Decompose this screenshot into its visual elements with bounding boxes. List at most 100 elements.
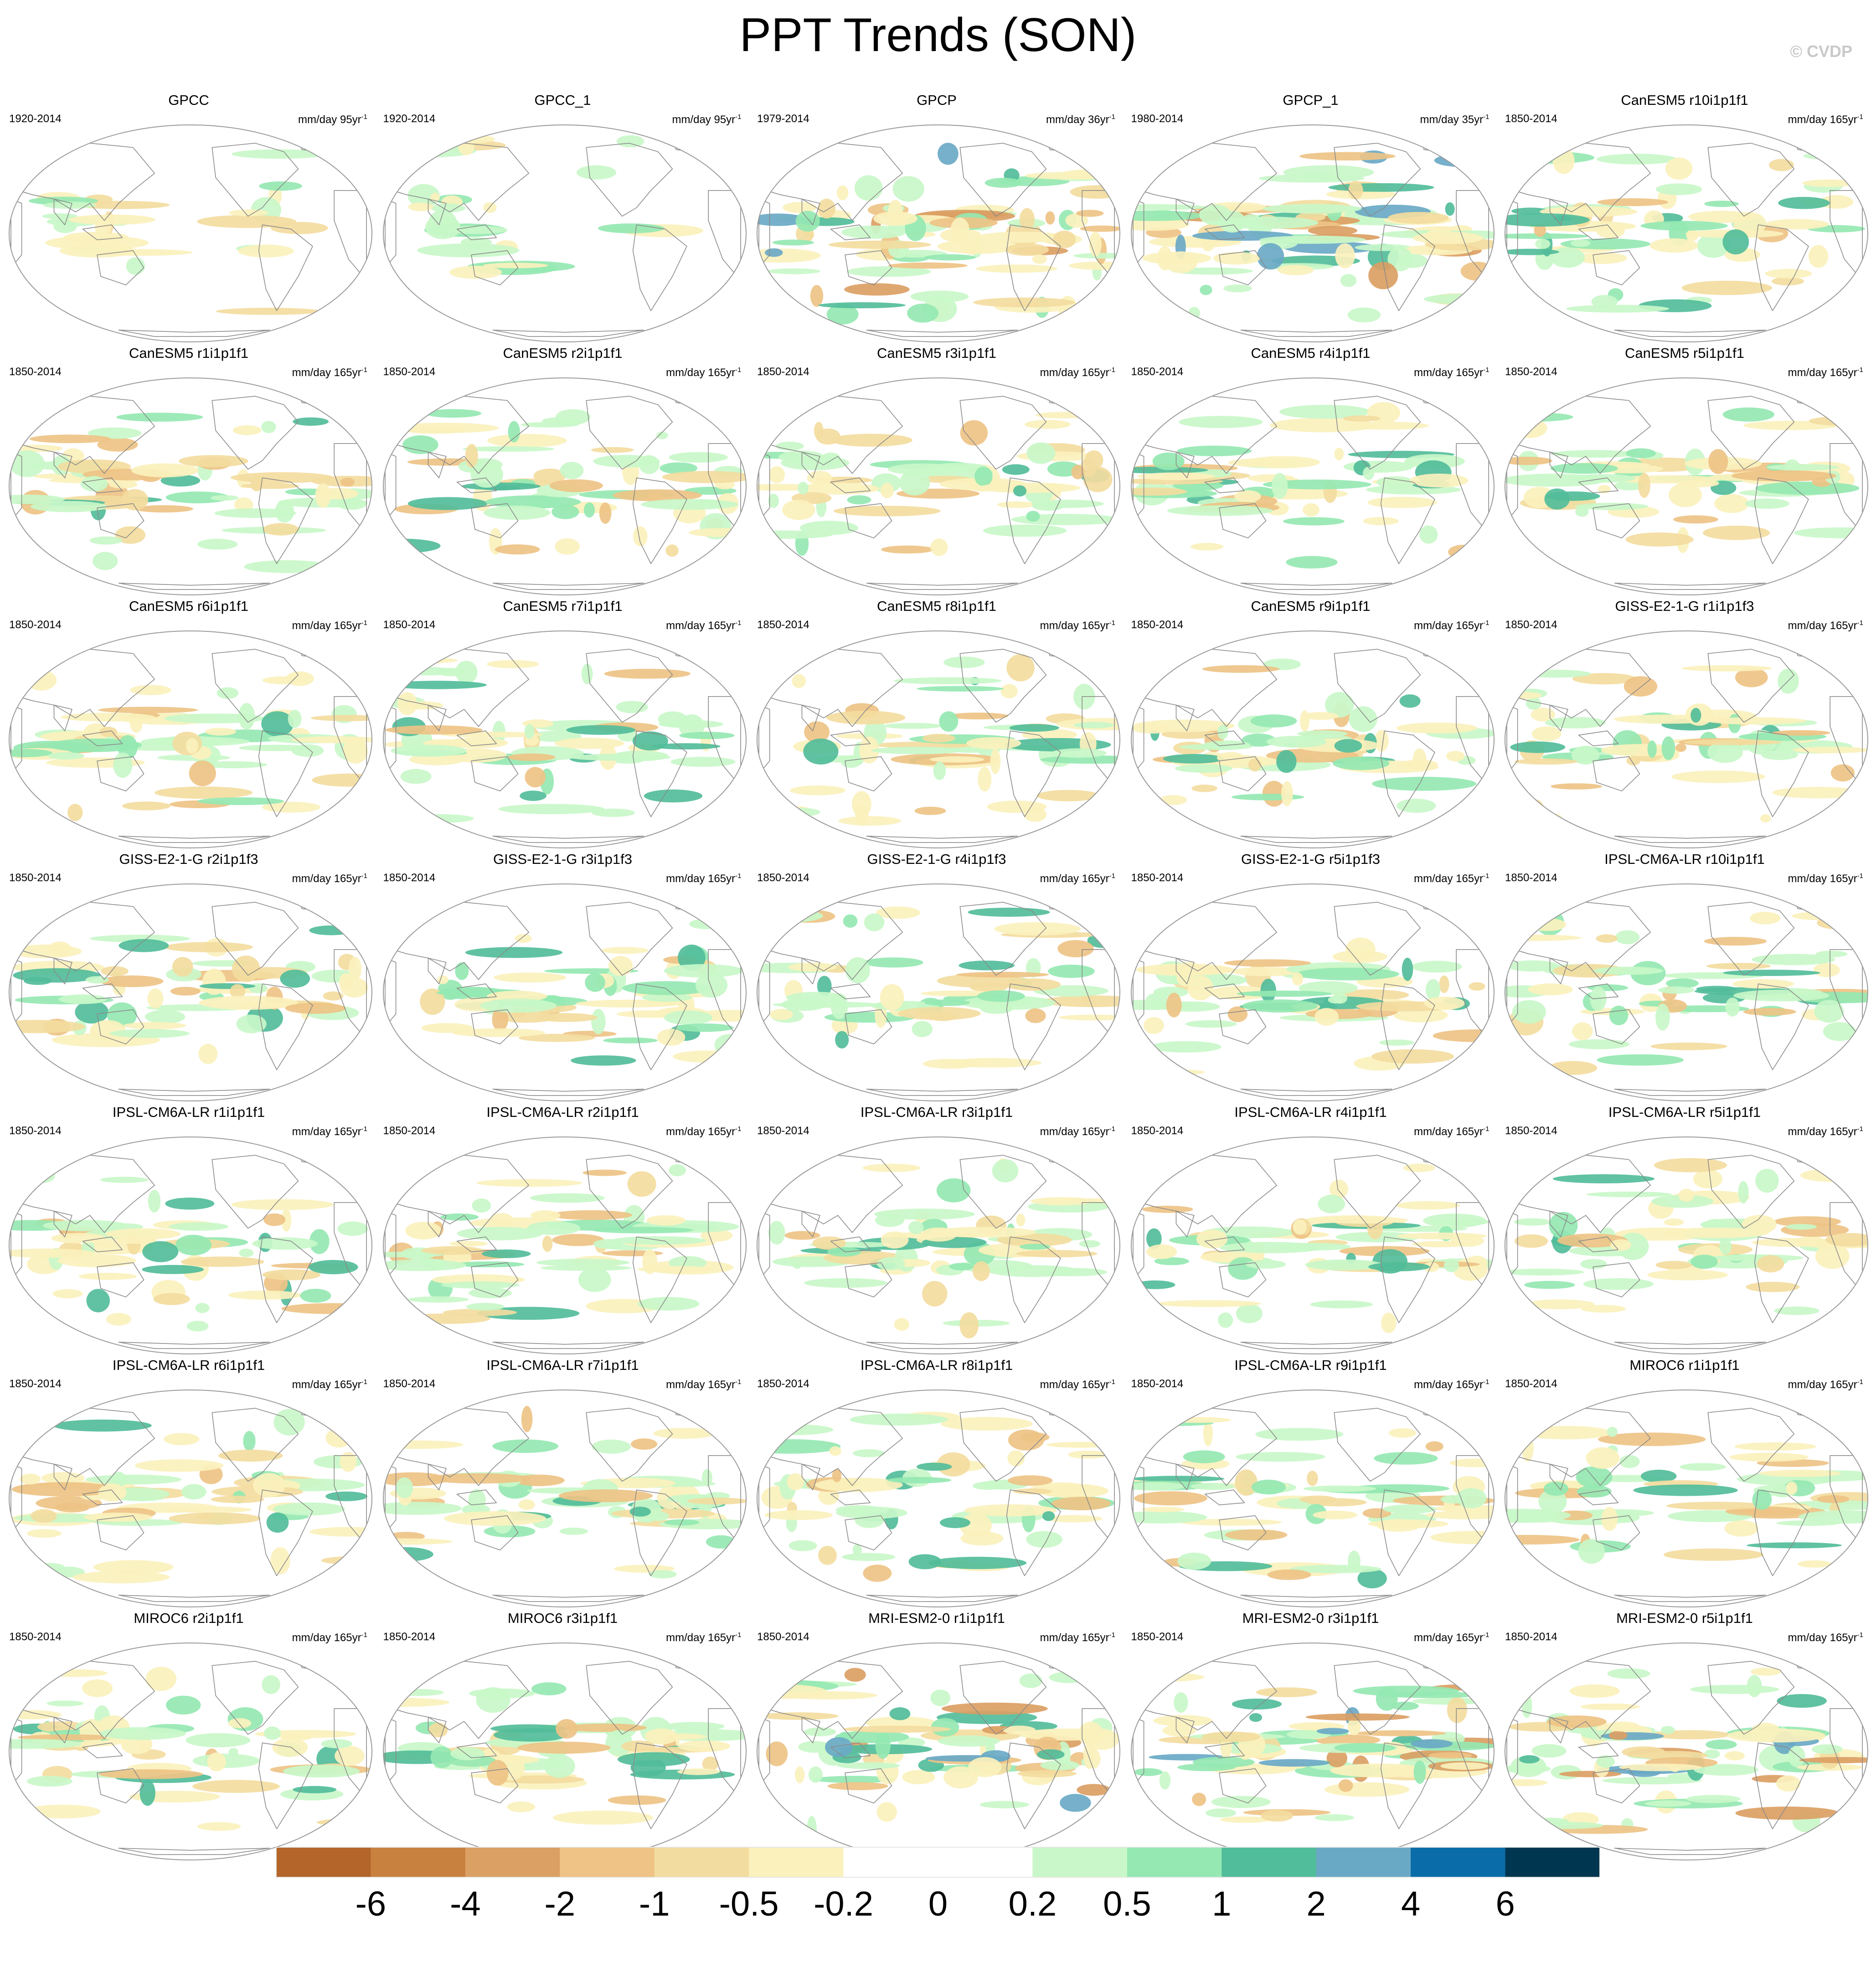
drying-trend-area — [1575, 252, 1627, 264]
wetting-trend-area — [1002, 464, 1030, 475]
coastline — [1549, 1463, 1568, 1490]
drying-trend-area — [1269, 418, 1376, 433]
wetting-trend-area — [804, 1278, 887, 1288]
wetting-trend-area — [109, 1029, 190, 1038]
drying-trend-area — [1664, 1219, 1684, 1226]
drying-trend-area — [186, 738, 198, 754]
wetting-trend-area — [1505, 1508, 1571, 1522]
wetting-trend-area — [1178, 416, 1263, 428]
drying-trend-area — [383, 1440, 463, 1449]
wetting-trend-area — [1249, 1713, 1262, 1722]
wetting-trend-area — [1704, 201, 1739, 207]
trend-field — [383, 1654, 746, 1855]
coastline — [97, 1262, 144, 1297]
wetting-trend-area — [845, 957, 870, 984]
coastline — [1006, 477, 1061, 564]
drying-trend-area — [1830, 764, 1855, 782]
global-map — [1505, 630, 1868, 848]
wetting-trend-area — [637, 1297, 699, 1311]
drying-trend-area — [1256, 1687, 1317, 1697]
wetting-trend-area — [455, 661, 478, 684]
panel-title: IPSL-CM6A-LR r6i1p1f1 — [112, 1357, 265, 1373]
panel-units-exponent: -1 — [735, 113, 742, 121]
drying-trend-area — [1008, 1429, 1044, 1451]
coastline — [866, 583, 1018, 590]
map-panel: MIROC6 r2i1p1f1 1850-2014 mm/day 165yr-1 — [2, 1609, 376, 1862]
panel-units-exponent: -1 — [1483, 1378, 1489, 1386]
map-panel: GISS-E2-1-G r5i1p1f3 1850-2014 mm/day 165y… — [1124, 850, 1498, 1103]
wetting-trend-area — [826, 304, 859, 325]
trend-field — [1505, 1401, 1868, 1602]
coastline — [1614, 1089, 1766, 1096]
global-map — [1505, 124, 1868, 342]
drying-trend-area — [291, 736, 372, 744]
drying-trend-area — [1708, 449, 1728, 474]
drying-trend-area — [941, 1417, 1033, 1431]
wetting-trend-area — [892, 176, 924, 202]
wetting-trend-area — [1655, 1003, 1670, 1031]
coastline — [1593, 1009, 1640, 1044]
panel-title: IPSL-CM6A-LR r7i1p1f1 — [486, 1357, 639, 1373]
coastline — [1506, 704, 1518, 775]
wetting-trend-area — [1535, 238, 1551, 249]
coastline — [758, 451, 770, 522]
panel-units: mm/day 165yr-1 — [1788, 1628, 1863, 1645]
map-border — [9, 124, 372, 342]
coastline — [585, 902, 673, 976]
drying-trend-area — [421, 1246, 484, 1255]
drying-trend-area — [535, 1013, 598, 1022]
wetting-trend-area — [1371, 776, 1476, 791]
coastline — [707, 696, 741, 787]
drying-trend-area — [1772, 787, 1865, 799]
coastline — [866, 1595, 1018, 1602]
panel-units: mm/day 35yr-1 — [1420, 110, 1489, 127]
coastline — [392, 1408, 529, 1486]
wetting-trend-area — [1379, 1039, 1414, 1046]
panel-units-text: mm/day 165yr — [1788, 114, 1857, 126]
drying-trend-area — [1572, 673, 1637, 685]
wetting-trend-area — [100, 1177, 149, 1183]
coastline — [258, 477, 313, 564]
drying-trend-area — [859, 736, 879, 764]
coastline — [10, 451, 22, 522]
coastline — [1333, 1408, 1421, 1482]
coastline — [1240, 1089, 1392, 1096]
wetting-trend-area — [840, 755, 861, 768]
drying-trend-area — [234, 497, 253, 512]
drying-trend-area — [101, 966, 129, 976]
coastline — [1175, 1716, 1195, 1743]
drying-trend-area — [55, 1503, 90, 1513]
coastline — [1506, 1463, 1518, 1534]
wetting-trend-area — [99, 1727, 186, 1740]
wetting-trend-area — [293, 417, 329, 426]
coastline — [211, 649, 299, 723]
coastline — [866, 836, 1018, 843]
drying-trend-area — [1521, 1435, 1534, 1462]
wetting-trend-area — [940, 1517, 970, 1529]
wetting-trend-area — [871, 747, 964, 754]
wetting-trend-area — [1317, 1194, 1345, 1214]
panel-units-exponent: -1 — [1109, 1125, 1115, 1133]
drying-trend-area — [1159, 795, 1187, 805]
drying-trend-area — [1521, 1410, 1551, 1432]
coastline — [1794, 1148, 1820, 1164]
wetting-trend-area — [325, 1491, 368, 1501]
drying-trend-area — [122, 801, 171, 811]
drying-trend-area — [437, 975, 448, 984]
wetting-trend-area — [591, 1439, 631, 1454]
panel-units-exponent: -1 — [1109, 1378, 1115, 1386]
wetting-trend-area — [1640, 1469, 1677, 1483]
drying-trend-area — [1802, 179, 1856, 187]
coastline — [53, 1210, 72, 1237]
wetting-trend-area — [526, 1221, 580, 1235]
coastline — [492, 583, 644, 590]
drying-trend-area — [1596, 934, 1618, 943]
drying-trend-area — [1650, 1042, 1727, 1050]
wetting-trend-area — [1051, 748, 1107, 758]
wetting-trend-area — [1263, 479, 1371, 490]
coastline — [492, 1848, 644, 1855]
wetting-trend-area — [603, 1037, 658, 1043]
drying-trend-area — [253, 1473, 286, 1498]
coastline — [258, 1489, 313, 1576]
drying-trend-area — [145, 1667, 176, 1691]
